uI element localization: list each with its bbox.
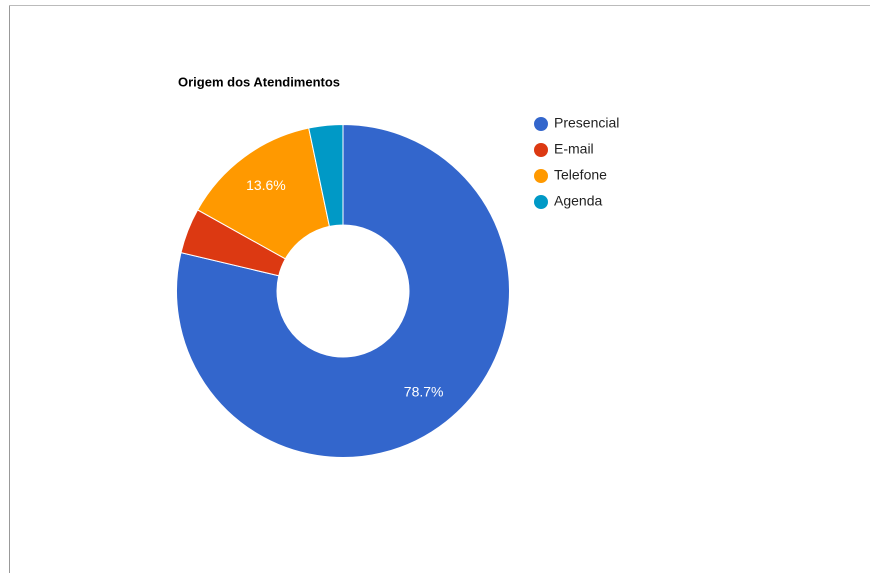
legend-swatch xyxy=(534,169,548,183)
legend-swatch xyxy=(534,143,548,157)
pie-slice xyxy=(308,123,344,228)
slice-label: 78.7% xyxy=(404,384,444,400)
legend-label: E-mail xyxy=(554,141,594,157)
legend-label: Telefone xyxy=(554,167,607,183)
legend-label: Presencial xyxy=(554,115,619,131)
legend-swatch xyxy=(534,117,548,131)
legend-swatch xyxy=(534,195,548,209)
pie-slice xyxy=(176,123,510,458)
chart-title: Origem dos Atendimentos xyxy=(178,74,340,89)
legend-label: Agenda xyxy=(554,193,602,209)
pie-slice xyxy=(196,127,331,260)
slice-label: 13.6% xyxy=(246,177,286,193)
